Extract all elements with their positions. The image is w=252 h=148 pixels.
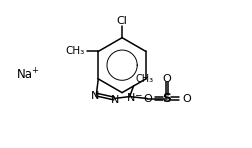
Text: N: N bbox=[126, 92, 134, 103]
Text: Na: Na bbox=[17, 67, 33, 81]
Text: O: O bbox=[181, 94, 190, 104]
Text: CH₃: CH₃ bbox=[135, 74, 153, 84]
Text: −: − bbox=[134, 90, 141, 99]
Text: CH₃: CH₃ bbox=[65, 46, 84, 56]
Text: +: + bbox=[31, 66, 38, 75]
Text: O: O bbox=[162, 74, 171, 84]
Text: O: O bbox=[142, 94, 151, 104]
Text: Cl: Cl bbox=[116, 16, 127, 26]
Text: N: N bbox=[110, 95, 119, 104]
Text: S: S bbox=[162, 92, 171, 105]
Text: N: N bbox=[91, 91, 99, 101]
